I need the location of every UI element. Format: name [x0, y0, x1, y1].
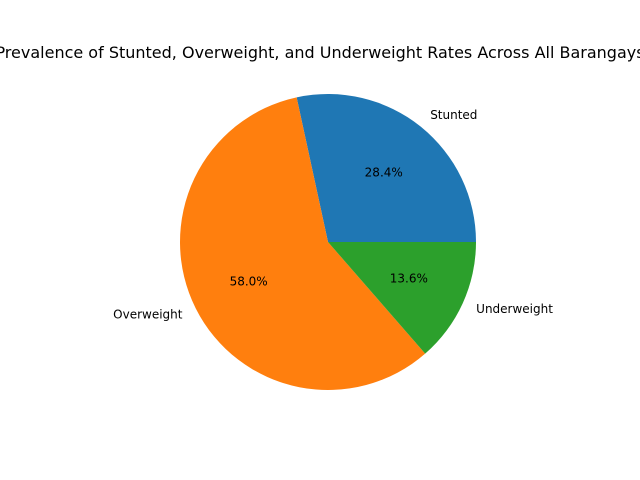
pie-slice-underweight — [328, 242, 476, 354]
pie-slice-stunted — [296, 94, 476, 242]
percent-label-stunted: 28.4% — [365, 165, 403, 179]
pie-slices — [180, 94, 476, 390]
pie-labels: Stunted 28.4% Overweight 58.0% Underweight 13… — [113, 108, 553, 322]
percent-label-overweight: 58.0% — [230, 274, 268, 288]
slice-label-overweight: Overweight — [113, 307, 183, 321]
pie-slice-overweight — [180, 97, 426, 390]
slice-label-underweight: Underweight — [476, 302, 553, 316]
chart-title: Prevalence of Stunted, Overweight, and U… — [0, 43, 640, 62]
percent-label-underweight: 13.6% — [390, 271, 428, 285]
slice-label-stunted: Stunted — [430, 108, 477, 122]
